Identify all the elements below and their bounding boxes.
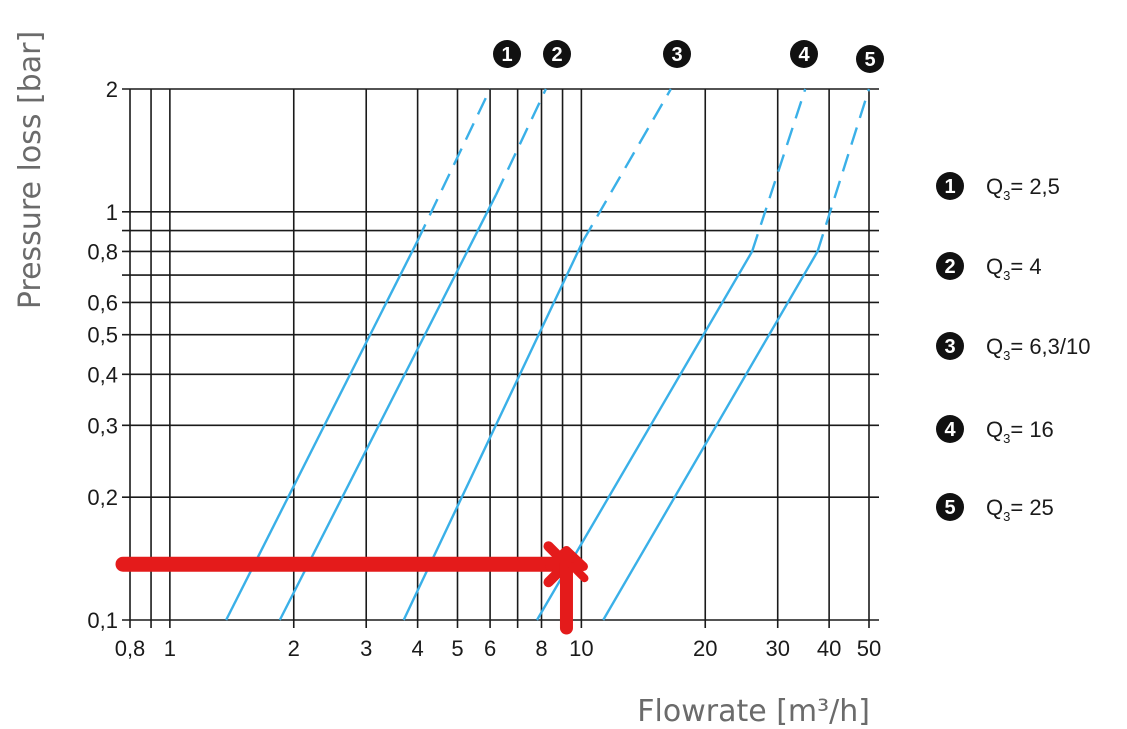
- series-line-2-solid: [278, 194, 498, 621]
- legend-q-value: = 2,5: [1010, 174, 1060, 199]
- legend-marker-circle-3: [936, 332, 964, 360]
- legend-q-letter: Q: [986, 495, 1003, 520]
- series-line-3-dashed: [582, 88, 672, 242]
- marker-number-1: 1: [501, 44, 512, 66]
- x-tick-label: 50: [857, 636, 881, 661]
- legend-q-value: = 16: [1010, 417, 1053, 442]
- legend: 1 Q3= 2,52 Q3= 43 Q3= 6,3/104 Q3= 165 Q3= 25: [936, 172, 1091, 524]
- red-annotation: [115, 541, 589, 635]
- x-tick-label: 8: [535, 636, 547, 661]
- legend-q-value: = 25: [1010, 495, 1053, 520]
- red-arrowhead-up: [544, 546, 588, 572]
- legend-q-letter: Q: [986, 417, 1003, 442]
- x-tick-label: 0,8: [115, 636, 146, 661]
- y-tick-label: 2: [106, 77, 118, 102]
- legend-marker-circle-5: [936, 493, 964, 521]
- marker-circle-5: [856, 45, 884, 73]
- x-tick-label: 10: [569, 636, 593, 661]
- legend-q-letter: Q: [986, 254, 1003, 279]
- x-tick-label: 30: [765, 636, 789, 661]
- x-tick-labels: 0,8 1 2 3 4 5 6 8 10 20 30 40 50: [115, 636, 882, 661]
- marker-circle-1: [493, 40, 521, 68]
- series-line-5-solid: [602, 250, 819, 621]
- legend-q-letter: Q: [986, 334, 1003, 359]
- marker-number-2: 2: [551, 44, 562, 66]
- series-line-2-dashed: [494, 88, 547, 196]
- legend-q-subscript: 3: [1003, 431, 1010, 446]
- x-tick-label: 40: [817, 636, 841, 661]
- y-tick-label: 0,5: [87, 323, 118, 348]
- legend-q-subscript: 3: [1003, 348, 1010, 363]
- grid: [122, 88, 879, 628]
- series-lines: [225, 88, 871, 621]
- x-tick-label: 2: [288, 636, 300, 661]
- marker-number-5: 5: [864, 49, 875, 71]
- legend-marker-number-1: 1: [944, 176, 955, 198]
- legend-q-value: = 6,3/10: [1010, 334, 1090, 359]
- marker-circle-4: [790, 40, 818, 68]
- y-tick-label: 1: [106, 200, 118, 225]
- legend-marker-circle-4: [936, 415, 964, 443]
- curve-markers: 1 2 3 4 5: [493, 40, 884, 73]
- marker-number-4: 4: [798, 44, 810, 66]
- x-axis-title: Flowrate [m³/h]: [637, 694, 870, 729]
- x-tick-label: 20: [693, 636, 717, 661]
- y-tick-label: 0,1: [87, 608, 118, 633]
- x-tick-label: 1: [164, 636, 176, 661]
- legend-entry-4: Q3= 16: [986, 417, 1054, 446]
- y-tick-labels: 0,1 0,2 0,3 0,4 0,5 0,6 0,8 1 2: [87, 77, 118, 633]
- legend-entry-3: Q3= 6,3/10: [986, 334, 1091, 363]
- legend-q-value: = 4: [1010, 254, 1041, 279]
- legend-marker-number-4: 4: [944, 419, 956, 441]
- y-tick-label: 0,2: [87, 485, 118, 510]
- x-tick-label: 4: [411, 636, 423, 661]
- legend-q-subscript: 3: [1003, 188, 1010, 203]
- series-line-4-dashed: [750, 88, 807, 252]
- legend-marker-circle-2: [936, 252, 964, 280]
- marker-number-3: 3: [671, 44, 682, 66]
- marker-circle-2: [543, 40, 571, 68]
- x-tick-label: 3: [360, 636, 372, 661]
- y-axis-title: Pressure loss [bar]: [13, 31, 48, 309]
- marker-circle-3: [663, 40, 691, 68]
- legend-q-subscript: 3: [1003, 509, 1010, 524]
- legend-marker-number-2: 2: [944, 256, 955, 278]
- legend-entry-2: Q3= 4: [986, 254, 1042, 283]
- series-line-5-dashed: [816, 88, 871, 252]
- legend-entry-1: Q3= 2,5: [986, 174, 1060, 203]
- legend-marker-number-5: 5: [944, 497, 955, 519]
- red-arrow-stroke: [568, 562, 589, 583]
- y-tick-label: 0,8: [87, 239, 118, 264]
- x-tick-label: 6: [484, 636, 496, 661]
- legend-entry-5: Q3= 25: [986, 495, 1054, 524]
- legend-marker-number-3: 3: [944, 336, 955, 358]
- legend-q-letter: Q: [986, 174, 1003, 199]
- y-tick-label: 0,6: [87, 290, 118, 315]
- legend-q-subscript: 3: [1003, 268, 1010, 283]
- x-tick-label: 5: [451, 636, 463, 661]
- y-tick-label: 0,4: [87, 362, 118, 387]
- y-tick-label: 0,3: [87, 413, 118, 438]
- series-line-1-dashed: [416, 88, 492, 242]
- legend-marker-circle-1: [936, 172, 964, 200]
